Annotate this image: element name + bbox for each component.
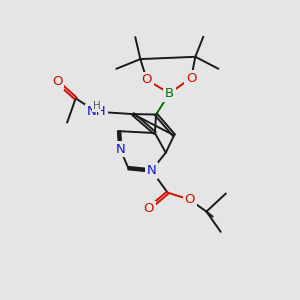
Text: O: O [186,71,196,85]
Text: O: O [142,74,152,86]
Text: N: N [116,143,125,156]
Text: N: N [147,164,156,177]
Text: N: N [147,164,156,177]
Text: H: H [93,101,100,111]
Text: B: B [165,87,174,100]
Text: O: O [52,75,62,88]
Text: NH: NH [87,105,106,118]
Text: O: O [184,193,195,206]
Text: O: O [143,202,154,215]
